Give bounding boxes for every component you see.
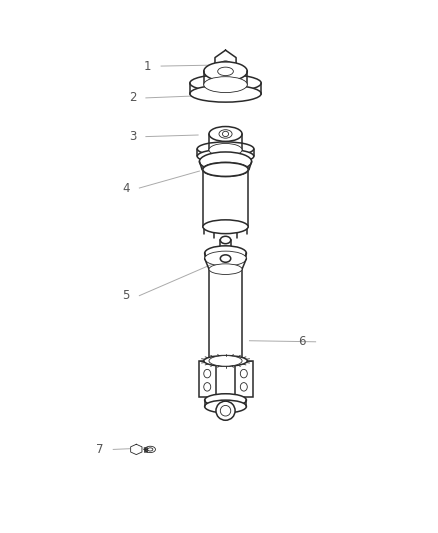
Ellipse shape xyxy=(204,383,211,391)
Polygon shape xyxy=(215,50,236,80)
Ellipse shape xyxy=(220,236,231,244)
Ellipse shape xyxy=(220,406,231,416)
Ellipse shape xyxy=(190,85,261,102)
Bar xyxy=(198,361,216,398)
Ellipse shape xyxy=(199,152,252,171)
Ellipse shape xyxy=(204,369,211,378)
Bar xyxy=(220,240,231,259)
Text: 5: 5 xyxy=(122,289,130,302)
Ellipse shape xyxy=(190,75,261,92)
Ellipse shape xyxy=(148,448,153,451)
Text: 3: 3 xyxy=(129,130,136,143)
Ellipse shape xyxy=(204,77,247,93)
Ellipse shape xyxy=(219,130,232,138)
Ellipse shape xyxy=(209,264,242,274)
Ellipse shape xyxy=(218,67,233,76)
Text: 7: 7 xyxy=(96,443,104,456)
Ellipse shape xyxy=(203,163,248,176)
Ellipse shape xyxy=(202,162,249,177)
Ellipse shape xyxy=(145,446,155,453)
Ellipse shape xyxy=(240,369,247,378)
Text: 6: 6 xyxy=(299,335,306,348)
Ellipse shape xyxy=(223,131,229,136)
Text: 4: 4 xyxy=(122,182,130,195)
Ellipse shape xyxy=(204,62,247,81)
Ellipse shape xyxy=(240,383,247,391)
Ellipse shape xyxy=(205,394,247,407)
Ellipse shape xyxy=(209,356,242,366)
Bar xyxy=(235,361,253,398)
Ellipse shape xyxy=(209,143,242,156)
Ellipse shape xyxy=(197,149,254,163)
Ellipse shape xyxy=(203,220,248,233)
Ellipse shape xyxy=(204,356,247,366)
Ellipse shape xyxy=(205,251,247,266)
Ellipse shape xyxy=(205,246,247,261)
Polygon shape xyxy=(131,445,142,455)
Ellipse shape xyxy=(197,142,254,156)
Text: 2: 2 xyxy=(129,91,136,104)
Ellipse shape xyxy=(209,126,242,141)
Text: 1: 1 xyxy=(144,60,152,72)
Ellipse shape xyxy=(220,255,231,262)
Ellipse shape xyxy=(216,401,235,420)
Ellipse shape xyxy=(220,61,231,69)
Ellipse shape xyxy=(205,400,247,413)
